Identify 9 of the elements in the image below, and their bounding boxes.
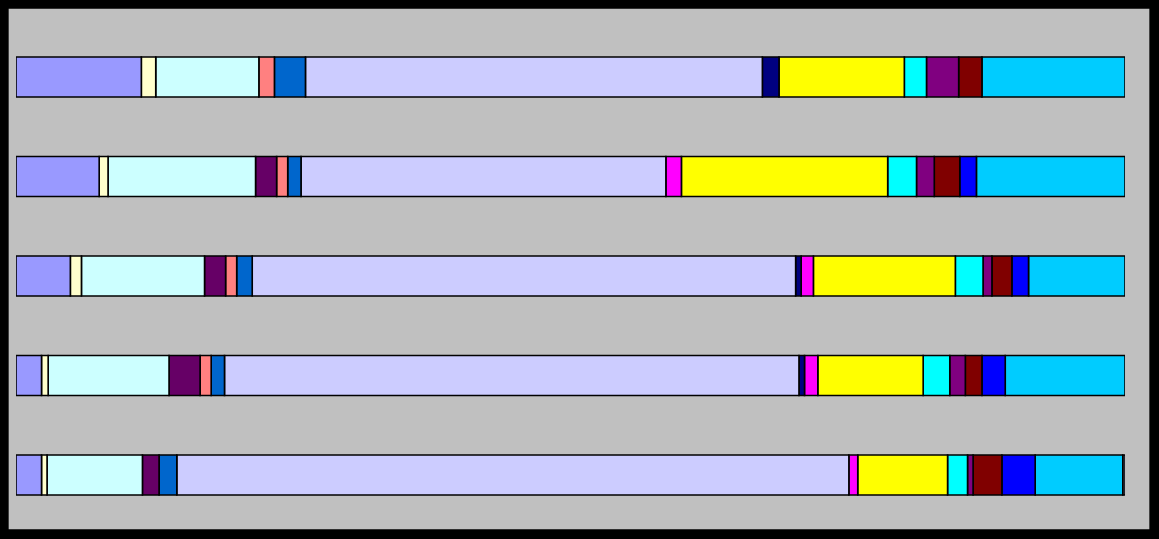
bar [16, 56, 143, 98]
bar [1027, 255, 1126, 297]
bar [1034, 454, 1124, 496]
bar [1004, 354, 1126, 397]
bar [16, 354, 43, 397]
bar [16, 255, 72, 297]
bar [975, 155, 1126, 198]
bar [16, 155, 100, 198]
bar [981, 56, 1126, 98]
